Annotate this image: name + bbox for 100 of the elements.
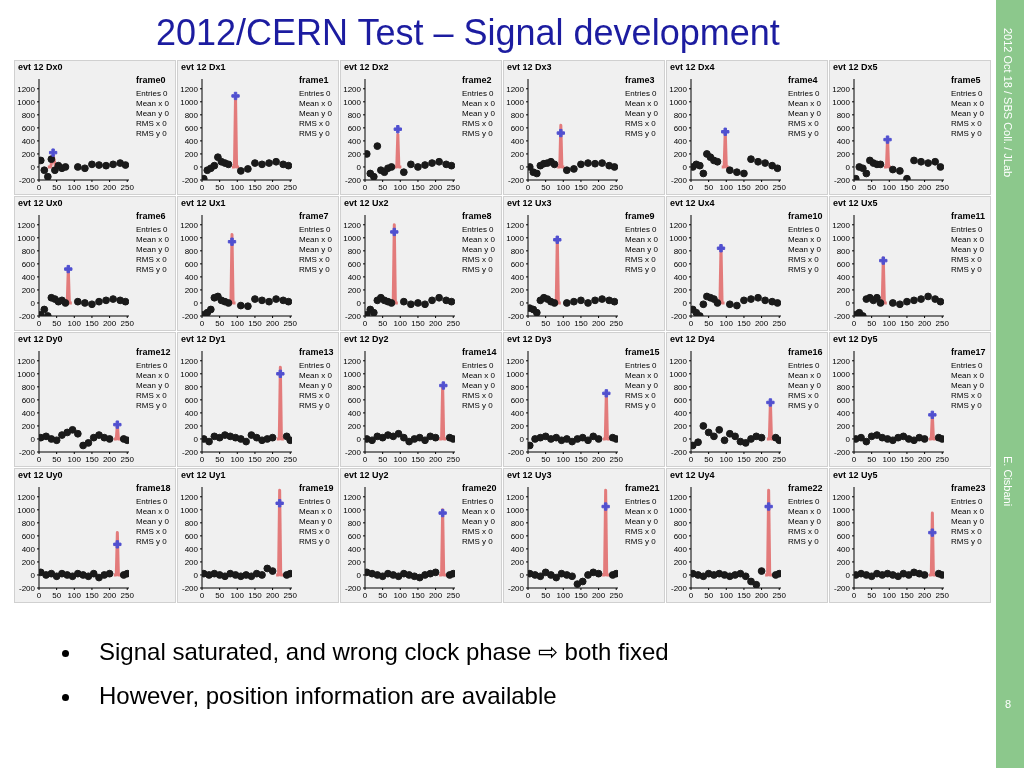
text: Mean y 0 xyxy=(788,245,821,255)
x-tick-label: 200 xyxy=(428,182,443,192)
x-tick-label: 50 xyxy=(704,454,714,464)
x-tick-label: 200 xyxy=(591,590,606,600)
y-tick-label: 0 xyxy=(30,570,36,580)
y-tick-label: 200 xyxy=(347,149,362,159)
y-tick-label: 1000 xyxy=(832,369,851,379)
x-tick-label: 150 xyxy=(737,182,752,192)
y-tick-label: 400 xyxy=(184,136,199,146)
text: Mean x 0 xyxy=(136,371,169,381)
text: RMS y 0 xyxy=(951,129,983,139)
y-tick-label: 1200 xyxy=(506,492,525,502)
text: RMS x 0 xyxy=(462,255,494,265)
y-tick-label: 800 xyxy=(184,382,199,392)
text: Mean y 0 xyxy=(625,245,658,255)
y-tick-label: 1000 xyxy=(17,233,36,243)
x-tick-label: 100 xyxy=(882,318,897,328)
y-tick-label: -200 xyxy=(181,311,199,321)
y-tick-label: 0 xyxy=(356,570,362,580)
y-tick-label: 400 xyxy=(836,136,851,146)
text: frame15 xyxy=(625,347,660,357)
x-tick-label: 50 xyxy=(215,590,225,600)
x-tick-label: 150 xyxy=(248,454,263,464)
y-tick-label: 0 xyxy=(845,298,851,308)
x-tick-label: 100 xyxy=(67,318,82,328)
y-tick-label: 600 xyxy=(673,531,688,541)
y-tick-label: 800 xyxy=(673,382,688,392)
y-tick-label: 600 xyxy=(836,259,851,269)
chart-title: evt 12 Uy3 xyxy=(507,470,552,480)
y-tick-label: 800 xyxy=(836,110,851,120)
y-tick-label: 1200 xyxy=(343,84,362,94)
y-tick-label: 200 xyxy=(184,285,199,295)
y-tick-label: 400 xyxy=(510,544,525,554)
y-tick-label: 800 xyxy=(673,246,688,256)
y-tick-label: 200 xyxy=(347,557,362,567)
x-tick-label: 50 xyxy=(52,318,62,328)
x-tick-label: 250 xyxy=(283,590,298,600)
x-tick-label: 150 xyxy=(85,318,100,328)
y-tick-label: 1200 xyxy=(832,84,851,94)
text: RMS y 0 xyxy=(136,265,168,275)
text: Mean x 0 xyxy=(299,99,332,109)
y-tick-label: 600 xyxy=(21,395,36,405)
text: frame6 xyxy=(136,211,166,221)
y-tick-label: -200 xyxy=(833,447,851,457)
y-tick-label: -200 xyxy=(670,175,688,185)
text: Signal saturated, and wrong clock phase ⇨ both fixed xyxy=(98,638,669,666)
x-tick-label: 250 xyxy=(609,590,624,600)
x-tick-label: 200 xyxy=(591,318,606,328)
text: Mean y 0 xyxy=(136,381,169,391)
x-tick-label: 100 xyxy=(230,454,245,464)
x-tick-label: 200 xyxy=(102,454,117,464)
text: frame9 xyxy=(625,211,655,221)
text: RMS x 0 xyxy=(951,119,983,129)
text: 8 xyxy=(1005,698,1012,710)
x-tick-label: 250 xyxy=(935,182,950,192)
y-tick-label: 200 xyxy=(673,557,688,567)
y-tick-label: 800 xyxy=(184,110,199,120)
text: frame4 xyxy=(788,75,818,85)
y-tick-label: 1000 xyxy=(180,369,199,379)
text: Entries 0 xyxy=(788,225,821,235)
y-tick-label: 600 xyxy=(21,531,36,541)
y-tick-label: 400 xyxy=(21,544,36,554)
text: RMS y 0 xyxy=(462,537,494,547)
text: RMS x 0 xyxy=(788,255,820,265)
x-tick-label: 150 xyxy=(737,318,752,328)
chart-title: evt 12 Dy0 xyxy=(18,334,63,344)
x-tick-label: 250 xyxy=(120,318,135,328)
text: RMS x 0 xyxy=(299,119,331,129)
y-tick-label: 1200 xyxy=(669,84,688,94)
text: RMS y 0 xyxy=(299,401,331,411)
y-tick-label: 0 xyxy=(30,162,36,172)
y-tick-label: 400 xyxy=(673,272,688,282)
x-tick-label: 50 xyxy=(215,318,225,328)
text: RMS x 0 xyxy=(136,527,168,537)
x-tick-label: 200 xyxy=(754,318,769,328)
text: Mean x 0 xyxy=(951,371,984,381)
text: frame12 xyxy=(136,347,171,357)
y-tick-label: -200 xyxy=(833,583,851,593)
text: RMS x 0 xyxy=(788,391,820,401)
text: Mean y 0 xyxy=(788,517,821,527)
text: RMS y 0 xyxy=(951,537,983,547)
y-tick-label: -200 xyxy=(344,175,362,185)
text: Entries 0 xyxy=(299,361,332,371)
y-tick-label: 400 xyxy=(21,408,36,418)
text: frame10 xyxy=(788,211,823,221)
text: RMS x 0 xyxy=(625,255,657,265)
text: RMS y 0 xyxy=(299,129,331,139)
x-tick-label: 250 xyxy=(446,590,461,600)
text: Mean y 0 xyxy=(951,245,984,255)
text: Mean x 0 xyxy=(625,235,658,245)
text: Mean y 0 xyxy=(299,517,332,527)
y-tick-label: -200 xyxy=(181,583,199,593)
y-tick-label: 0 xyxy=(356,162,362,172)
x-tick-label: 200 xyxy=(102,590,117,600)
y-tick-label: 600 xyxy=(184,531,199,541)
text: 2012 Oct 18 / SBS Coll. / JLab xyxy=(1002,28,1014,178)
y-tick-label: 1200 xyxy=(832,492,851,502)
y-tick-label: 1000 xyxy=(180,505,199,515)
y-tick-label: 1200 xyxy=(17,492,36,502)
x-tick-label: 200 xyxy=(265,182,280,192)
